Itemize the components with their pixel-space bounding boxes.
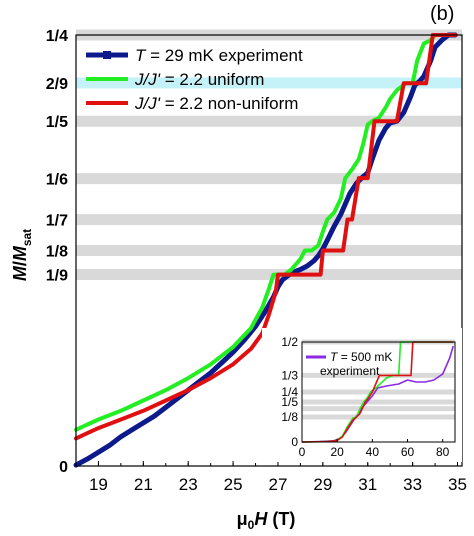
plateau-band-2	[76, 214, 462, 226]
x-tick-label: 35	[448, 475, 467, 494]
inset-frame	[301, 341, 456, 443]
y-tick-label: 1/7	[46, 213, 68, 230]
x-tick-label: 23	[179, 475, 198, 494]
inset-chart: 0 20 40 60 80 0 1/81/51/4 1/3 1/2 T = 500 mK ex…	[262, 328, 462, 462]
plateau-band-0	[76, 268, 462, 280]
inset-legend-text: T = 500 mK	[330, 350, 392, 364]
inset-y-tick-label: 1/4	[281, 385, 298, 399]
inset-x-ticks: 0 20 40 60 80	[299, 439, 450, 459]
y-axis-label: M/Msat	[10, 229, 34, 281]
legend-marker-experiment	[103, 51, 111, 59]
inset-x-tick-label: 0	[299, 445, 306, 459]
x-tick-label: 29	[313, 475, 332, 494]
y-tick-label: 0	[59, 459, 68, 476]
inset-band-1	[302, 406, 455, 412]
series-line-nonuniform	[74, 33, 458, 441]
x-tick-label: 19	[89, 475, 108, 494]
panel-label: (b)	[430, 3, 454, 25]
inset-band-2	[302, 399, 455, 405]
plateau-band-5	[76, 77, 462, 89]
inset-y-ticks: 0 1/81/51/4 1/3 1/2	[281, 335, 298, 449]
x-tick-label: 31	[358, 475, 377, 494]
inset-legend-text-2: experiment	[320, 364, 380, 378]
inset-background	[262, 328, 462, 462]
x-tick-label: 27	[269, 475, 288, 494]
legend-label-uniform: J/J' = 2.2 uniform	[134, 70, 264, 89]
x-tick-label: 33	[403, 475, 422, 494]
data-lines	[73, 32, 458, 468]
inset-x-tick-label: 80	[436, 445, 450, 459]
x-tick-label: 25	[224, 475, 243, 494]
x-tick-label: 21	[134, 475, 153, 494]
y-tick-label: 1/6	[46, 172, 68, 189]
x-axis-label: μ0H (T)	[237, 509, 296, 532]
inset-y-tick-label: 1/5	[281, 395, 298, 409]
inset-x-tick-label: 20	[330, 445, 344, 459]
legend-label-experiment: T = 29 mK experiment	[135, 46, 303, 65]
y-tick-label: 1/5	[46, 114, 68, 131]
series-line-experiment	[73, 32, 458, 468]
inset-x-tick-label: 40	[366, 445, 380, 459]
inset-band-4	[302, 372, 455, 378]
inset-x-tick-label: 60	[401, 445, 415, 459]
plateau-band-3	[76, 173, 462, 185]
y-tick-label: 1/8	[46, 244, 68, 261]
inset-band-3	[302, 389, 455, 395]
x-axis-ticks: 19 21 23 25 27 29 31 33 35	[75, 461, 467, 494]
plot-frame	[75, 34, 463, 467]
y-axis-ticks: 0 1/9 1/8 1/7 1/6 1/5 2/9 1/4	[46, 28, 68, 476]
inset-y-tick-label: 0	[291, 435, 298, 449]
inset-y-tick-label: 1/8	[281, 410, 298, 424]
plateau-band-4	[76, 115, 462, 127]
y-tick-label: 2/9	[46, 76, 68, 93]
inset-y-tick-label: 1/2	[281, 335, 298, 349]
y-tick-label: 1/4	[46, 28, 68, 45]
plateau-bands	[76, 29, 462, 280]
y-tick-label: 1/9	[46, 267, 68, 284]
legend-label-nonuniform: J/J' = 2.2 non-uniform	[134, 94, 298, 113]
inset-band-0	[302, 414, 455, 420]
inset-y-tick-label: 1/3	[281, 368, 298, 382]
legend: T = 29 mK experiment J/J' = 2.2 uniform J/…	[86, 46, 303, 113]
plateau-band-1	[76, 245, 462, 256]
